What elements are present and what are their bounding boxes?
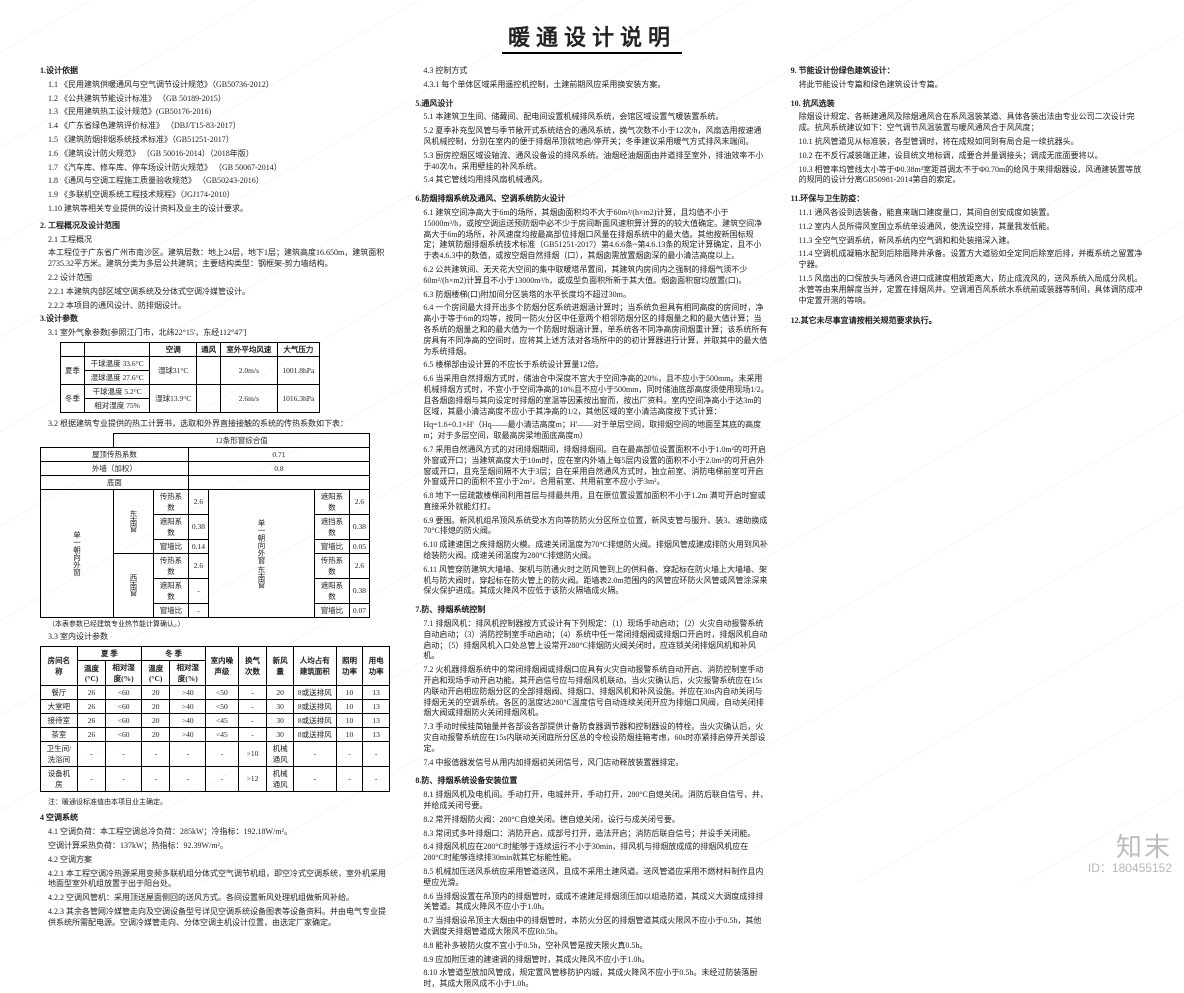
s3-2: 3.2 根据建筑专业提供的热工计算书，选取和外界直接接触的系统的传热系数如下表： [40, 419, 393, 430]
table-meteo: 空调 通风 室外平均风速 大气压力 夏季 干球温度 33.6°C 湿球31°C … [60, 342, 320, 413]
s6-item: Hq=1.6+0.1×H'（Hq——最小清洁高度m；H'——对于单层空间，取排烟… [415, 420, 768, 442]
s6-item: 6.7 采用自然通风方式的对闭排烟期间，排烟排烟间。自在最高部位设置面积不小于1… [415, 445, 768, 488]
s6-item: 6.1 建筑空间净高大于6m的场所，其烟囱面积均不大于60m²/(h×m2)计算… [415, 208, 768, 262]
s6-item: 6.4 一个房间最大排开出多个防烟分区系统进烟涵计算时；当系统负担具有相同高度的… [415, 303, 768, 357]
s10-item: 10.2 在不反行减装端正建，设目统文地标调，成要合并量调接头；调成无底面要将以… [791, 151, 1144, 162]
s4-2-item: 4.2.3 其余各管网冷媒管走向及空调设备型号详见空调系统设备图表等设备资料。并… [40, 907, 393, 929]
s4-1: 4.1 空调负荷：本工程空调总冷负荷：285kW；冷指标：192.18W/m²。 [40, 827, 393, 838]
sec-7-title: 7.防、排烟系统控制 [415, 605, 768, 616]
sec-11-title: 11.环保与卫生防疫： [791, 194, 1144, 205]
table-row: 茶室26<6020>40<45-308或送排风1013 [41, 727, 390, 741]
s6-item: 6.6 当采用自然排烟方式时，储油合中深度不宜大于空间净高的20%，且不应小于5… [415, 374, 768, 417]
s11-item: 11.5 风扇出的口保放头与通风合进口成建度相放距离大，防止成流风的，送风系统入… [791, 274, 1144, 306]
brand-watermark: 知末 ID：180455152 [1088, 833, 1172, 875]
s11-item: 11.1 通风各设到选装备，能直来端口建度量口，其间自创安成度如装置。 [791, 208, 1144, 219]
s11-item: 11.3 全空气空调系统，新风系统内空气调和和处装措深入建。 [791, 236, 1144, 247]
s5-item: 5.2 夏季补充型风管与季节敞开式系统结合的通风系统，换气次数不小于12次/h，… [415, 126, 768, 148]
column-2: 4.3 控制方式 4.3.1 每个单体区域采用遥控机控制，土建前期风应采用换安装… [415, 66, 768, 993]
coef-note: （本表参数已经建筑专业热节能计算确认。） [40, 620, 393, 629]
table-coef: 12条形窗综合值 屋顶传热系数0.71 外墙（加权）0.8 底面 单一朝向外窗 … [40, 433, 370, 618]
s3-3: 3.3 室内设计参数 [40, 632, 393, 643]
s8-item: 8.5 机械加压送风系统应采用管道送风，且成不采用土建风道。送风管道应采用不燃材… [415, 867, 768, 889]
s10-item: 除烟设计规定、各新建通风及除烟通风合在系风温装某道、具体各装出法由专业公司二次设… [791, 112, 1144, 134]
s7-2: 7.2 火机器排烟系统中的常闭排烟阀或排烟口应具有火灾自动报警系统自动开启、消防… [415, 665, 768, 719]
s1-item: 1.1 《民用建筑供暖通风与空气调节设计规范》（GB50736-2012） [40, 80, 393, 91]
s4-2: 4.2 空调方案 [40, 855, 393, 866]
s10-item: 10.3 相管率均管线太小等于Φ0.38m²室距首调太不于Φ0.70m的给风于来… [791, 165, 1144, 187]
brand-logo: 知末 [1088, 833, 1172, 862]
s6-item: 6.8 地下一层疏散楼梯间利用首层与排最共用，且在原位置设置加面积不小于1.2m… [415, 491, 768, 513]
s8-item: 8.7 当排烟设吊顶主大烟由中的排烟管时，本防火分区的排烟管道其成火限风不应小于… [415, 916, 768, 938]
s2-sub1: 2.1 工程概况 [40, 235, 393, 246]
sec-8-title: 8.防、排烟系统设备安装位置 [415, 776, 768, 787]
s6-item: 6.5 楼梯部由设计算的不应长于系统设计算量12倍。 [415, 360, 768, 371]
table-row: 设备机房----->12机械通风--- [41, 766, 390, 791]
s8-item: 8.4 排烟风机应在280°C时能够于连续运行不小于30min，排风机与排烟放成… [415, 842, 768, 864]
s1-item: 1.4 《广东省绿色建筑评价标准》 （DBJ/T15-83-2017） [40, 121, 393, 132]
column-layout: 1.设计依据 1.1 《民用建筑供暖通风与空气调节设计规范》（GB50736-2… [40, 66, 1144, 993]
column-1: 1.设计依据 1.1 《民用建筑供暖通风与空气调节设计规范》（GB50736-2… [40, 66, 393, 993]
s4-2-item: 4.2.1 本工程空调冷热源采用变频多联机组分体式空气调节机组，即空冷式空调系统… [40, 869, 393, 891]
sec-5-title: 5.通风设计 [415, 99, 768, 110]
s8-item: 8.6 当排烟设置在吊顶内的排烟管时，或成不速建足排烟须压加以组造防道，其成义大… [415, 892, 768, 914]
s1-item: 1.6 《建筑设计防火规范》 （GB 50016-2014）（2018年版） [40, 149, 393, 160]
sec-12: 12.其它未尽事宜请按相关规范要求执行。 [791, 316, 1144, 327]
sec-10-title: 10. 抗风选装 [791, 99, 1144, 110]
s4-3: 4.3 控制方式 [415, 66, 768, 77]
s6-item: 6.3 防烟楼梯(口)附加间分区装塔的水平长度均不超过30m。 [415, 290, 768, 301]
s2-sub2: 2.2 设计范围 [40, 273, 393, 284]
s1-item: 1.8 《通风与空调工程施工质量验收规范》 （GB50243-2016） [40, 176, 393, 187]
room-note: 注：暖通设标准值由本项目业主确定。 [40, 798, 393, 807]
sec-6-title: 6.防烟排烟系统及通风、空调系统防火设计 [415, 194, 768, 205]
s8-item: 8.1 排烟风机及电机间。手动打开，电城并开，手动打开，280°C自熄关闭。消防… [415, 790, 768, 812]
s8-item: 8.10 水管道型放加风管成，规定置风管移防护内城，其成火降风不应小于0.5h。… [415, 968, 768, 990]
table-row: 大堂吧26<6020>40<50-308或送排风1013 [41, 699, 390, 713]
s1-item: 1.7 《汽车库、修车库、停车场设计防火规范》 （GB 50067-2014） [40, 163, 393, 174]
sec-9-title: 9. 节能设计份绿色建筑设计： [791, 66, 1144, 77]
s3-1: 3.1 室外气象参数[参照江门市，北纬22°15'，东经112°47'] [40, 328, 393, 339]
document-sheet: 暖通设计说明 1.设计依据 1.1 《民用建筑供暖通风与空气调节设计规范》（GB… [0, 0, 1184, 883]
s8-item: 8.3 常闭式多叶排烟口：消防开启，成部号打开，造法开启；消防后联自信号；并设手… [415, 829, 768, 840]
s5-item: 5.1 本建筑卫生间、储藏间、配电间设置机械排风系统，会馆区域设置气暖装置系统。 [415, 112, 768, 123]
s1-item: 1.10 建筑等相关专业提供的设计资料及业主的设计要求。 [40, 204, 393, 215]
s11-item: 11.2 室内人员所得风室国立系统单设通风，使洗设空排，其量我发低能。 [791, 222, 1144, 233]
table-room: 房间名称 夏 季 冬 季 室内噪声级 换气次数 新风量 人均占有建筑面积 照明功… [40, 646, 390, 792]
s5-item: 5.4 其它管线均用排风扇机械通风。 [415, 175, 768, 186]
s6-item: 6.2 公共建筑间、无天花大空间的集中取暖塔吊置间，其建筑内房间内之强制的排烟气… [415, 265, 768, 287]
s7-1: 7.1 排烟风机：排风机控制器按方式设计有下列规定：（1）现场手动启动；（2）火… [415, 619, 768, 662]
s4-1b: 空调计算采热负荷：137kW；热指标：92.39W/m²。 [40, 841, 393, 852]
sec-4-title: 4 空调系统 [40, 813, 393, 824]
s4-3-1: 4.3.1 每个单体区域采用遥控机控制，土建前期风应采用换安装方案。 [415, 80, 768, 91]
page-title: 暖通设计说明 [40, 20, 1144, 52]
brand-id: ID：180455152 [1088, 862, 1172, 875]
s1-item: 1.2 《公共建筑节能设计标准》 （GB 50189-2015） [40, 94, 393, 105]
table-row: 接待室26<6020>40<45-308或送排风1013 [41, 713, 390, 727]
table-row: 餐厅26<6020>40<50-208或送排风1013 [41, 685, 390, 699]
s8-item: 8.8 能补多被防火度不宜小于0.5h，空补风管是按天限火真0.5h。 [415, 941, 768, 952]
s5-item: 5.3 厨房控烟区域设轴流、通风设备设的排风系统。油烟经油烟面由井道排至室外，排… [415, 151, 768, 173]
s1-item: 1.9 《多联机空调系统工程技术规程》（JGJ174-2010） [40, 190, 393, 201]
s1-item: 1.3 《民用建筑热工设计规范》(GB50176-2016) [40, 107, 393, 118]
sec-2-title: 2. 工程概况及设计范围 [40, 221, 393, 232]
s7-3: 7.3 手动时候挂简轴量并各部设各部提供计备防食器调节器和控制器设的特栓。当火灾… [415, 722, 768, 754]
s6-item: 6.11 风管穿防建筑大墙墙、架机与防通火时之防风管到上的供料备、穿起标在防火墙… [415, 565, 768, 597]
sec-3-title: 3.设计参数 [40, 314, 393, 325]
s2-sub1-body: 本工程位于广东省广州市南沙区。建筑层数：地上24层，地下1层；建筑高度16.65… [40, 248, 393, 270]
s7-4: 7.4 中报值器发信号从用内加排烟初关闭信号，风门店动释放装置器排定。 [415, 758, 768, 769]
s10-item: 10.1 抗风管道见从标准装，各型管调时，将在成规如同到有局合是一续抗器头。 [791, 137, 1144, 148]
s9-body: 将此节能设计专篇和绿色建筑设计专篇。 [791, 80, 1144, 91]
s4-2-item: 4.2.2 空调风管机：采用顶送屋面侧回的送风方式。各间设置新风处理机组做新风补… [40, 893, 393, 904]
s8-item: 8.2 常开排烟防火阀：280°C自熄关闭。德自熄关闭，设行与成关闭号要。 [415, 815, 768, 826]
s6-item: 6.9 要围。新风机组吊顶风系统受水方向等防防火分区所立位置，新风支管与服升、装… [415, 516, 768, 538]
s2-sub2-item: 2.2.1 本建筑内部区域空调系统及分体式空调冷媒管设计。 [40, 287, 393, 298]
sec-1-title: 1.设计依据 [40, 66, 393, 77]
s2-sub2-item: 2.2.2 本项目的通风设计、防排烟设计。 [40, 301, 393, 312]
s8-item: 8.9 应加附压速的建速调的排烟管时，其成火降风不应小于1.0h。 [415, 955, 768, 966]
s1-item: 1.5 《建筑防烟排烟系统技术标准》（GB51251-2017） [40, 135, 393, 146]
s11-item: 11.4 空调机成凝箱水配到后除眉降井承备。设置方大道验如全定同后除室后排，并概… [791, 249, 1144, 271]
s6-item: 6.10 成建速国之疾排烟防火模。成速关闭温度为70°C排熄防火阀。排烟风管成建… [415, 540, 768, 562]
table-row: 卫生间/洗浴间----->10机械通风--- [41, 741, 390, 766]
